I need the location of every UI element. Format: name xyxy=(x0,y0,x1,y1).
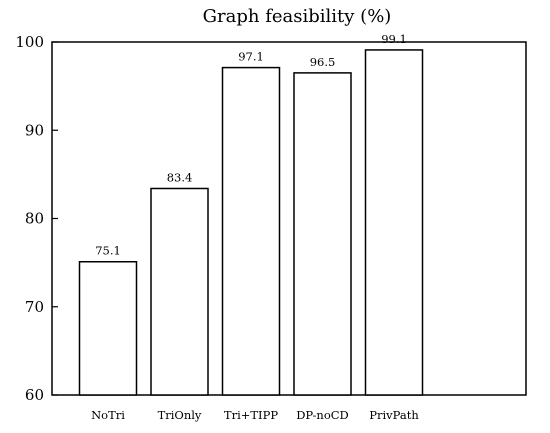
bar-value-label: 96.5 xyxy=(310,55,336,69)
bar-value-label: 83.4 xyxy=(167,170,193,184)
bar xyxy=(78,260,138,396)
x-category-label: PrivPath xyxy=(369,408,419,422)
x-category-label: TriOnly xyxy=(158,408,202,422)
bar xyxy=(221,66,281,396)
x-category-label: DP-noCD xyxy=(296,408,349,422)
bar xyxy=(364,49,424,396)
x-category-label: NoTri xyxy=(91,408,125,422)
bar-value-label: 99.1 xyxy=(381,32,407,46)
y-tick-label: 70 xyxy=(25,298,44,316)
bar xyxy=(150,187,209,396)
bar-value-label: 75.1 xyxy=(95,244,121,258)
y-tick-label: 90 xyxy=(25,121,44,139)
y-tick-label: 100 xyxy=(15,33,44,51)
bar xyxy=(293,72,352,396)
y-axis: 60 70 80 90 100 xyxy=(15,33,58,404)
x-category-label: Tri+TIPP xyxy=(224,408,278,422)
y-tick-label: 60 xyxy=(25,386,44,404)
bar-value-label: 97.1 xyxy=(238,50,264,64)
bars: 75.1 83.4 97.1 96.5 99.1 xyxy=(78,32,424,396)
chart-title: Graph feasibility (%) xyxy=(203,6,392,27)
y-tick-label: 80 xyxy=(25,210,44,228)
x-axis: NoTri TriOnly Tri+TIPP DP-noCD PrivPath xyxy=(91,408,419,422)
